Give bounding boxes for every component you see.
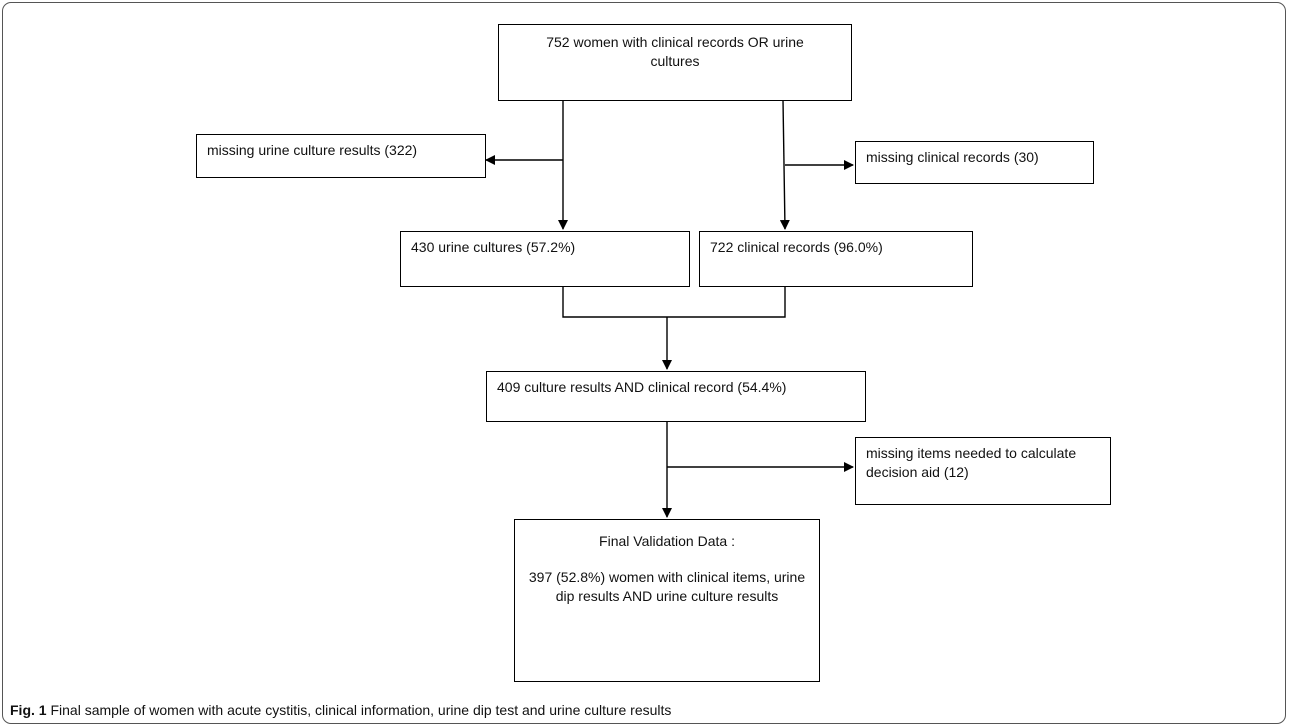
missing-clinical-node: missing clinical records (30) bbox=[855, 141, 1094, 184]
missing-culture-node: missing urine culture results (322) bbox=[196, 134, 486, 178]
combined-node: 409 culture results AND clinical record … bbox=[486, 371, 866, 422]
arrow-start-to-clinical-records bbox=[779, 99, 790, 230]
figure-label: Fig. 1 bbox=[10, 702, 47, 718]
figure-caption-text: Final sample of women with acute cystiti… bbox=[50, 702, 672, 718]
figure-caption: Fig. 1 Final sample of women with acute … bbox=[10, 702, 671, 718]
final-node-title: Final Validation Data : bbox=[599, 533, 735, 549]
final-node: Final Validation Data : 397 (52.8%) wome… bbox=[514, 519, 820, 682]
clinical-records-node: 722 clinical records (96.0%) bbox=[699, 231, 973, 287]
final-node-body: 397 (52.8%) women with clinical items, u… bbox=[528, 569, 806, 604]
urine-cultures-node: 430 urine cultures (57.2%) bbox=[400, 231, 690, 287]
start-node: 752 women with clinical records OR urine… bbox=[498, 24, 852, 101]
merge-connector bbox=[562, 286, 786, 318]
missing-items-node: missing items needed to calculate decisi… bbox=[855, 437, 1111, 505]
